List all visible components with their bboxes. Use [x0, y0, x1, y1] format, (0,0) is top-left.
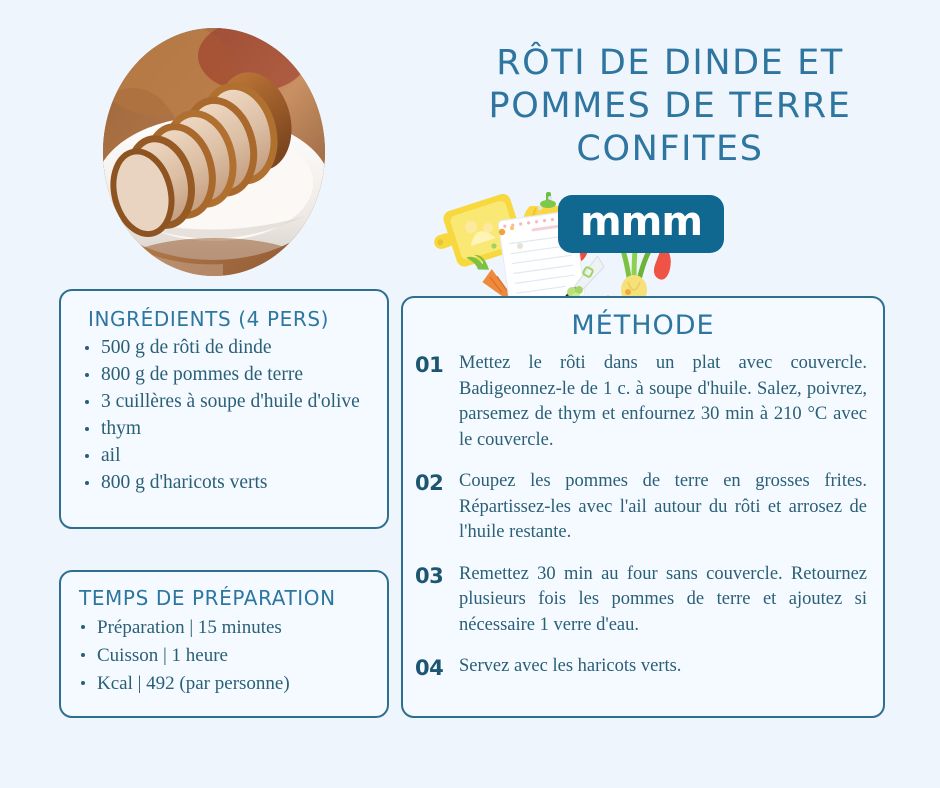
method-step-number: 04 — [415, 656, 444, 680]
method-step-text: Coupez les pommes de terre en grosses fr… — [459, 471, 867, 542]
list-item: ail — [85, 443, 369, 469]
list-item: Cuisson | 1 heure — [81, 642, 369, 669]
mmm-logo-badge[interactable]: mmm — [558, 195, 724, 253]
recipe-title-line-2: pommes de terre — [488, 86, 852, 126]
method-step-number: 02 — [415, 471, 444, 495]
ingredients-heading: Ingrédients (4 pers) — [88, 307, 330, 331]
recipe-title-line-3: confites — [576, 129, 764, 169]
method-step: 01 Mettez le rôti dans un plat avec couv… — [415, 351, 867, 453]
list-item: 800 g de pommes de terre — [85, 362, 369, 388]
ingredients-panel: Ingrédients (4 pers) 500 g de rôti de di… — [59, 289, 389, 529]
list-item: 500 g de rôti de dinde — [85, 335, 369, 361]
recipe-photo — [103, 28, 325, 276]
list-item: 3 cuillères à soupe d'huile d'olive — [85, 389, 369, 415]
ingredients-list: 500 g de rôti de dinde 800 g de pommes d… — [61, 335, 387, 496]
recipe-photo-circle — [103, 28, 325, 276]
list-item: thym — [85, 416, 369, 442]
list-item: 800 g d'haricots verts — [85, 470, 369, 496]
method-step: 04 Servez avec les haricots verts. — [415, 654, 867, 681]
method-step: 02 Coupez les pommes de terre en grosses… — [415, 469, 867, 546]
method-step-text: Mettez le rôti dans un plat avec couverc… — [459, 353, 867, 450]
method-step-text: Remettez 30 min au four sans couvercle. … — [459, 563, 867, 635]
preparation-time-list: Préparation | 15 minutes Cuisson | 1 heu… — [61, 614, 387, 697]
method-step-text: Servez avec les haricots verts. — [459, 656, 682, 676]
method-steps-list: 01 Mettez le rôti dans un plat avec couv… — [403, 347, 883, 681]
method-panel: Méthode 01 Mettez le rôti dans un plat a… — [401, 296, 885, 718]
preparation-time-heading: Temps de préparation — [79, 586, 336, 610]
recipe-title: Rôti de dinde et pommes de terre confite… — [404, 42, 936, 171]
list-item: Préparation | 15 minutes — [81, 614, 369, 641]
method-step-number: 01 — [415, 353, 444, 377]
roast-turkey-illustration — [103, 28, 325, 276]
method-step: 03 Remettez 30 min au four sans couvercl… — [415, 562, 867, 639]
list-item: Kcal | 492 (par personne) — [81, 670, 369, 697]
method-heading: Méthode — [571, 310, 715, 341]
recipe-title-line-1: Rôti de dinde et — [496, 43, 844, 83]
preparation-time-panel: Temps de préparation Préparation | 15 mi… — [59, 570, 389, 718]
method-step-number: 03 — [415, 563, 444, 588]
mmm-logo-text: mmm — [579, 199, 703, 245]
